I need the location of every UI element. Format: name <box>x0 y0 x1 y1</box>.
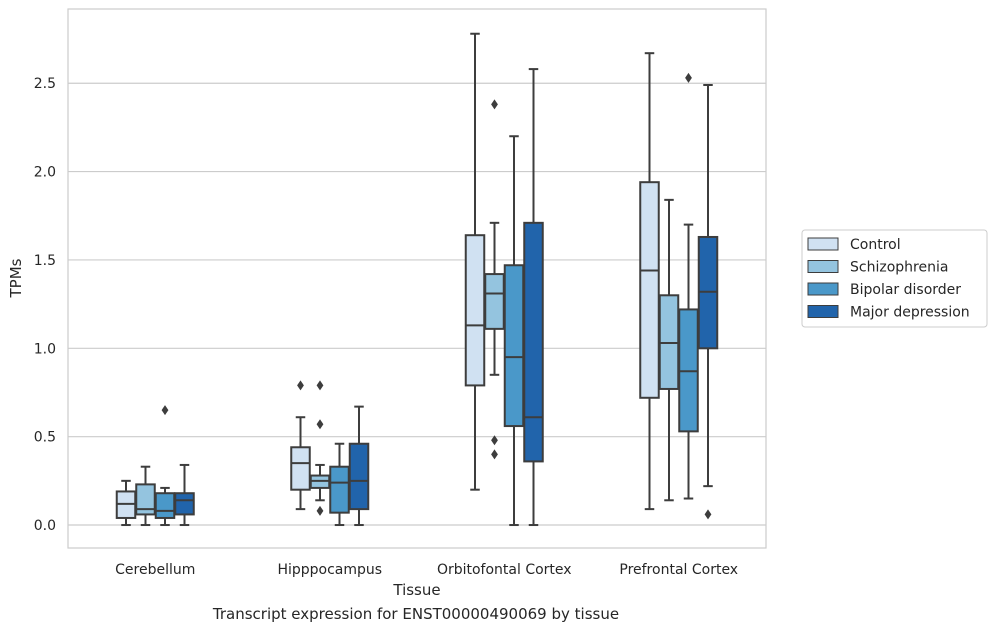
box-iqr <box>290 446 311 491</box>
box-iqr <box>639 181 660 399</box>
box-group <box>135 465 156 527</box>
outlier-point <box>316 505 324 516</box>
x-tick-label: Cerebellum <box>115 562 195 578</box>
box-group <box>174 463 195 527</box>
box-group <box>329 442 350 527</box>
box-group <box>503 135 525 527</box>
box-groups <box>115 32 719 527</box>
outlier-point <box>685 72 692 83</box>
legend-label: Control <box>850 237 901 253</box>
box-iqr <box>484 273 505 330</box>
y-tick-label: 0.5 <box>34 430 56 446</box>
box-iqr <box>329 465 350 514</box>
box-group <box>658 198 680 502</box>
x-tick-label: Prefrontal Cortex <box>619 562 738 578</box>
box-iqr <box>523 221 544 463</box>
box-iqr <box>503 264 525 428</box>
legend-label: Major depression <box>850 305 970 321</box>
legend-swatch <box>807 282 839 296</box>
box-iqr <box>154 492 176 519</box>
legend-swatch <box>807 260 839 273</box>
plot-area-frame <box>67 8 767 549</box>
box-group <box>154 405 176 527</box>
x-tick-label: Hipppocampus <box>277 562 382 578</box>
outlier-point <box>316 380 324 391</box>
box-group <box>348 405 370 527</box>
box-iqr <box>174 492 195 516</box>
box-group <box>309 380 331 516</box>
box-group <box>523 68 544 527</box>
legend-swatch <box>807 305 839 318</box>
y-tick-label: 2.0 <box>34 165 56 181</box>
y-axis-label: TPMs <box>7 258 25 298</box>
outlier-point <box>316 419 324 430</box>
outlier-point <box>491 449 498 460</box>
chart-caption: Transcript expression for ENST0000049006… <box>212 605 620 623</box>
y-axis-ticks: 0.0 0.5 1.0 1.5 2.0 2.5 <box>34 76 56 534</box>
y-tick-label: 1.5 <box>34 253 56 269</box>
grid-lines <box>68 82 766 526</box>
box-group <box>290 380 311 511</box>
box-group <box>115 479 137 527</box>
box-group <box>484 99 505 460</box>
outlier-point <box>491 435 498 446</box>
y-tick-label: 0.0 <box>34 518 56 534</box>
box-group <box>678 72 699 500</box>
outlier-point <box>161 405 169 416</box>
outlier-point <box>297 380 304 391</box>
x-axis-ticks: Cerebellum Hipppocampus Orbitofontal Corte… <box>115 562 738 578</box>
y-tick-label: 2.5 <box>34 76 56 92</box>
box-iqr <box>348 442 370 511</box>
legend-frame <box>801 229 988 328</box>
box-group <box>464 32 486 491</box>
y-tick-label: 1.0 <box>34 341 56 357</box>
x-tick-label: Orbitofontal Cortex <box>437 562 572 578</box>
box-iqr <box>464 234 486 387</box>
legend-swatch <box>807 237 839 251</box>
box-group <box>697 83 719 520</box>
outlier-point <box>491 99 498 110</box>
legend: Control Schizophrenia Bipolar disorder Majo… <box>801 229 988 328</box>
box-group <box>639 52 660 511</box>
x-axis-label: Tissue <box>392 581 440 599</box>
legend-label: Bipolar disorder <box>850 282 961 298</box>
outlier-point <box>704 509 712 520</box>
legend-label: Schizophrenia <box>850 260 948 276</box>
